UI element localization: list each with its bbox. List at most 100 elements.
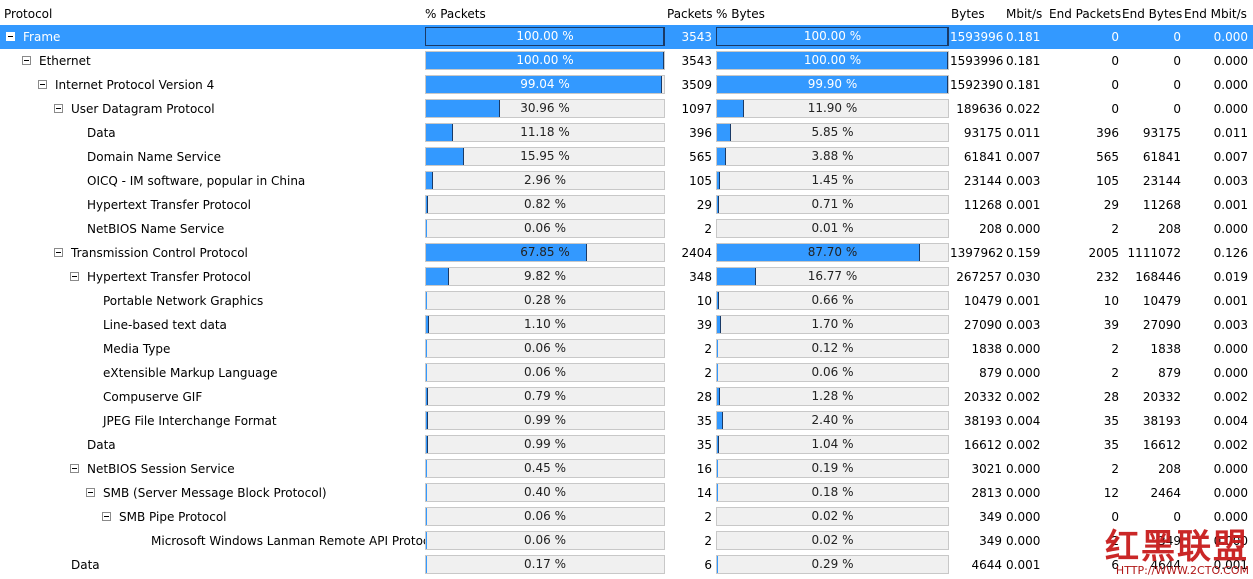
table-row[interactable]: Data 11.18 % 5.85 % 396 93175 0.011 396 93175 0.… bbox=[0, 121, 1253, 145]
pct-bytes-bar-fill bbox=[717, 100, 745, 117]
table-row[interactable]: JPEG File Interchange Format 0.99 % 2.40 %… bbox=[0, 409, 1253, 433]
pct-packets-bar: 0.17 % bbox=[425, 555, 665, 574]
pct-bytes-bar-fill bbox=[717, 124, 731, 141]
table-row[interactable]: Frame 100.00 % 100.00 % 3543 1593996 0.181 0 0 0… bbox=[0, 25, 1253, 49]
bytes-cell: 189636 bbox=[956, 102, 1002, 116]
mbit-cell: 0.000 bbox=[1006, 222, 1041, 236]
collapse-toggle-icon[interactable] bbox=[6, 32, 15, 41]
pct-packets-bar: 0.99 % bbox=[425, 411, 665, 430]
bytes-cell: 1593996 bbox=[950, 54, 1004, 68]
end-bytes-cell: 1111072 bbox=[1127, 246, 1181, 260]
collapse-toggle-icon[interactable] bbox=[102, 512, 111, 521]
mbit-cell: 0.000 bbox=[1006, 486, 1041, 500]
protocol-name: Media Type bbox=[103, 342, 171, 356]
pct-packets-bar: 0.06 % bbox=[425, 507, 665, 526]
table-row[interactable]: eXtensible Markup Language 0.06 % 0.06 % 2 8… bbox=[0, 361, 1253, 385]
column-header-end-packets[interactable]: End Packets bbox=[1049, 7, 1122, 21]
collapse-toggle-icon[interactable] bbox=[70, 464, 79, 473]
table-row[interactable]: NetBIOS Session Service 0.45 % 0.19 % 16 302… bbox=[0, 457, 1253, 481]
table-row[interactable]: Data 0.17 % 0.29 % 6 4644 0.001 6 4644 0.001 bbox=[0, 553, 1253, 577]
protocol-name: Ethernet bbox=[39, 54, 91, 68]
end-packets-cell: 28 bbox=[1103, 390, 1119, 404]
table-row[interactable]: Portable Network Graphics 0.28 % 0.66 % 10 1… bbox=[0, 289, 1253, 313]
end-bytes-cell: 208 bbox=[1158, 222, 1181, 236]
pct-bytes-bar: 0.12 % bbox=[716, 339, 949, 358]
column-header-pct-packets[interactable]: % Packets bbox=[425, 7, 486, 21]
end-bytes-cell: 27090 bbox=[1142, 318, 1181, 332]
mbit-cell: 0.003 bbox=[1006, 174, 1041, 188]
pct-bytes-bar-label: 100.00 % bbox=[803, 29, 862, 43]
table-row[interactable]: Hypertext Transfer Protocol 9.82 % 16.77 %… bbox=[0, 265, 1253, 289]
table-header: Protocol % Packets Packets % Bytes Bytes… bbox=[0, 0, 1253, 29]
pct-packets-bar-fill bbox=[426, 124, 453, 141]
protocol-name: eXtensible Markup Language bbox=[103, 366, 278, 380]
table-row[interactable]: NetBIOS Name Service 0.06 % 0.01 % 2 208 0.00… bbox=[0, 217, 1253, 241]
pct-packets-bar-label: 0.99 % bbox=[524, 413, 566, 427]
collapse-toggle-icon[interactable] bbox=[38, 80, 47, 89]
pct-packets-bar-fill bbox=[426, 28, 664, 45]
collapse-toggle-icon[interactable] bbox=[54, 248, 63, 257]
packets-cell: 2 bbox=[704, 342, 712, 356]
table-row[interactable]: SMB Pipe Protocol 0.06 % 0.02 % 2 349 0.000 0 0… bbox=[0, 505, 1253, 529]
table-row[interactable]: Transmission Control Protocol 67.85 % 87.7… bbox=[0, 241, 1253, 265]
pct-packets-bar-label: 0.06 % bbox=[524, 221, 566, 235]
column-header-pct-bytes[interactable]: % Bytes bbox=[716, 7, 765, 21]
packets-cell: 14 bbox=[696, 486, 712, 500]
column-header-mbit[interactable]: Mbit/s bbox=[1006, 7, 1043, 21]
end-packets-cell: 232 bbox=[1096, 270, 1119, 284]
table-row[interactable]: Media Type 0.06 % 0.12 % 2 1838 0.000 2 1838 0.0… bbox=[0, 337, 1253, 361]
column-header-end-mbit[interactable]: End Mbit/s bbox=[1184, 7, 1247, 21]
end-packets-cell: 35 bbox=[1103, 438, 1119, 452]
column-header-bytes[interactable]: Bytes bbox=[951, 7, 985, 21]
pct-bytes-bar-label: 2.40 % bbox=[811, 413, 854, 427]
protocol-cell: Compuserve GIF bbox=[0, 385, 526, 409]
table-row[interactable]: Internet Protocol Version 4 99.04 % 99.90 … bbox=[0, 73, 1253, 97]
end-mbit-cell: 0.000 bbox=[1213, 534, 1248, 548]
end-packets-cell: 10 bbox=[1103, 294, 1119, 308]
pct-bytes-bar-label: 0.29 % bbox=[811, 557, 854, 571]
end-mbit-cell: 0.126 bbox=[1213, 246, 1248, 260]
bytes-cell: 11268 bbox=[963, 198, 1002, 212]
packets-cell: 6 bbox=[704, 558, 712, 572]
column-header-end-bytes[interactable]: End Bytes bbox=[1122, 7, 1183, 21]
column-header-protocol[interactable]: Protocol bbox=[4, 7, 53, 21]
pct-bytes-bar-fill bbox=[717, 388, 720, 405]
pct-packets-bar-label: 0.99 % bbox=[524, 437, 566, 451]
end-mbit-cell: 0.003 bbox=[1213, 174, 1248, 188]
table-row[interactable]: Data 0.99 % 1.04 % 35 16612 0.002 35 16612 0.002 bbox=[0, 433, 1253, 457]
protocol-cell: OICQ - IM software, popular in China bbox=[0, 169, 510, 193]
column-header-packets[interactable]: Packets bbox=[667, 7, 713, 21]
table-row[interactable]: Microsoft Windows Lanman Remote API Prot… bbox=[0, 529, 1253, 553]
collapse-toggle-icon[interactable] bbox=[22, 56, 31, 65]
end-mbit-cell: 0.001 bbox=[1213, 198, 1248, 212]
mbit-cell: 0.181 bbox=[1006, 30, 1041, 44]
collapse-toggle-icon[interactable] bbox=[70, 272, 79, 281]
protocol-name: Microsoft Windows Lanman Remote API Prot… bbox=[151, 534, 441, 548]
table-row[interactable]: Domain Name Service 15.95 % 3.88 % 565 61841… bbox=[0, 145, 1253, 169]
bytes-cell: 27090 bbox=[963, 318, 1002, 332]
table-row[interactable]: OICQ - IM software, popular in China 2.96… bbox=[0, 169, 1253, 193]
packets-cell: 28 bbox=[696, 390, 712, 404]
pct-bytes-bar-label: 100.00 % bbox=[803, 53, 862, 67]
pct-packets-bar: 0.06 % bbox=[425, 339, 665, 358]
pct-bytes-bar-label: 1.45 % bbox=[811, 173, 854, 187]
pct-bytes-bar-fill bbox=[717, 316, 721, 333]
pct-packets-bar-label: 2.96 % bbox=[524, 173, 566, 187]
end-mbit-cell: 0.000 bbox=[1213, 78, 1248, 92]
collapse-toggle-icon[interactable] bbox=[86, 488, 95, 497]
collapse-toggle-icon[interactable] bbox=[54, 104, 63, 113]
end-packets-cell: 2 bbox=[1111, 534, 1119, 548]
pct-packets-bar: 11.18 % bbox=[425, 123, 665, 142]
mbit-cell: 0.001 bbox=[1006, 294, 1041, 308]
protocol-cell: Internet Protocol Version 4 bbox=[0, 73, 461, 97]
table-row[interactable]: User Datagram Protocol 30.96 % 11.90 % 1097… bbox=[0, 97, 1253, 121]
table-row[interactable]: Ethernet 100.00 % 100.00 % 3543 1593996 0.181… bbox=[0, 49, 1253, 73]
table-row[interactable]: Line-based text data 1.10 % 1.70 % 39 27090 0… bbox=[0, 313, 1253, 337]
pct-bytes-bar: 0.01 % bbox=[716, 219, 949, 238]
end-packets-cell: 105 bbox=[1096, 174, 1119, 188]
table-row[interactable]: Hypertext Transfer Protocol 0.82 % 0.71 % 2… bbox=[0, 193, 1253, 217]
bytes-cell: 4644 bbox=[971, 558, 1002, 572]
packets-cell: 16 bbox=[696, 462, 712, 476]
table-row[interactable]: SMB (Server Message Block Protocol) 0.40 … bbox=[0, 481, 1253, 505]
table-row[interactable]: Compuserve GIF 0.79 % 1.28 % 28 20332 0.002 28… bbox=[0, 385, 1253, 409]
